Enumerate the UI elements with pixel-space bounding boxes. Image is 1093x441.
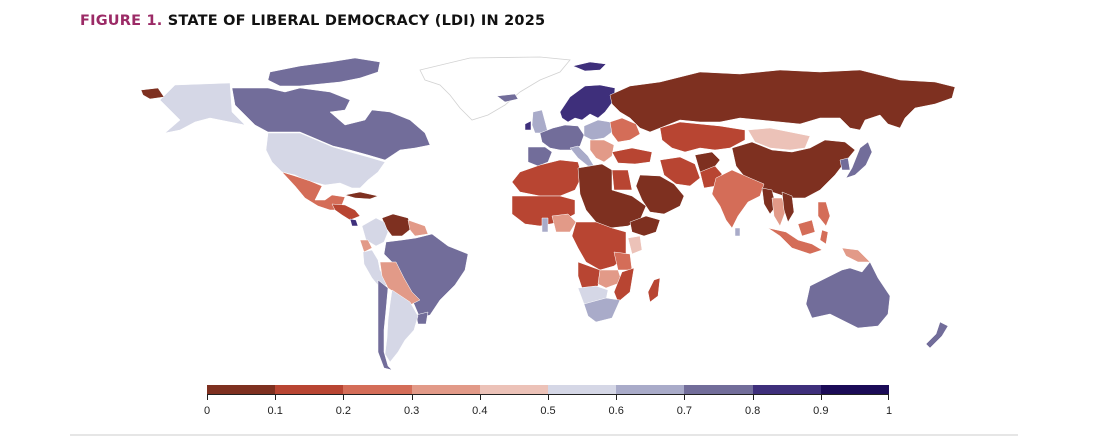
figure-title-text: STATE OF LIBERAL DEMOCRACY (LDI) IN 2025 <box>167 13 546 29</box>
legend-tick-label: 0.2 <box>335 405 352 417</box>
legend-bin-8 <box>752 385 821 394</box>
country-region <box>571 221 627 271</box>
country-region <box>761 187 777 215</box>
legend-bin-3 <box>411 385 480 394</box>
country-region <box>609 117 641 143</box>
legend-bin-6 <box>616 385 685 394</box>
legend-tick <box>820 394 822 400</box>
legend-bin-5 <box>548 385 617 394</box>
legend-tick-label: 0.6 <box>608 405 624 417</box>
country-region <box>419 56 571 121</box>
color-legend: 0 0.1 0.2 0.3 0.4 0.5 0.6 0.7 0.8 0.9 1 <box>203 385 893 425</box>
legend-bin-9 <box>820 385 890 394</box>
legend-tick-label: 0.1 <box>267 405 283 417</box>
legend-bin-0 <box>207 385 276 394</box>
country-region <box>845 141 873 179</box>
legend-tick-label: 1 <box>885 405 893 417</box>
legend-color-bins <box>207 385 890 394</box>
country-region <box>379 261 421 306</box>
country-region <box>767 219 829 255</box>
country-region <box>805 261 891 329</box>
country-region <box>511 159 583 197</box>
country-region <box>747 127 811 151</box>
bottom-divider <box>70 434 1018 436</box>
country-region <box>841 247 871 263</box>
country-region <box>629 215 661 237</box>
country-region <box>613 251 633 271</box>
country-region <box>415 311 429 325</box>
legend-tick-label: 0.3 <box>403 405 420 417</box>
legend-tick <box>888 394 889 400</box>
legend-bin-7 <box>684 385 753 394</box>
country-region <box>559 61 616 123</box>
legend-tick-label: 0.9 <box>813 405 829 417</box>
legend-tick <box>684 394 686 400</box>
country-region <box>349 218 359 227</box>
country-region <box>659 156 701 187</box>
country-region <box>734 227 741 237</box>
country-region <box>384 289 419 363</box>
country-region <box>817 201 831 227</box>
country-region <box>627 235 643 255</box>
country-region <box>281 171 346 211</box>
country-region <box>231 87 431 161</box>
country-region <box>140 87 165 100</box>
legend-tick-label: 0.7 <box>676 405 693 417</box>
country-region <box>647 277 661 303</box>
country-region <box>496 93 519 103</box>
country-region <box>925 321 949 349</box>
country-region <box>597 269 623 289</box>
country-region <box>377 279 393 371</box>
country-region <box>527 146 553 167</box>
legend-bin-4 <box>479 385 549 394</box>
country-region <box>524 120 532 131</box>
legend-tick <box>479 394 481 400</box>
country-region <box>577 163 647 229</box>
legend-tick <box>616 394 618 400</box>
country-region <box>611 147 653 165</box>
legend-tick-label: 0.5 <box>540 405 556 417</box>
country-region <box>331 203 361 221</box>
country-region <box>771 197 787 227</box>
legend-tick-label: 0.4 <box>472 405 488 417</box>
country-region <box>611 169 633 191</box>
legend-tick-label: 0.8 <box>744 405 761 417</box>
country-region <box>551 213 577 233</box>
country-region <box>583 119 613 141</box>
country-region <box>407 219 429 237</box>
country-region <box>711 169 765 229</box>
country-region <box>839 157 851 171</box>
country-region <box>781 191 795 223</box>
country-region <box>159 82 246 134</box>
legend-tick <box>275 394 277 400</box>
legend-bin-1 <box>275 385 344 394</box>
country-region <box>344 191 379 200</box>
country-region <box>583 297 621 323</box>
country-region <box>531 109 549 134</box>
legend-tick-label: 0 <box>203 405 211 417</box>
country-region <box>589 139 615 163</box>
country-region <box>359 239 373 253</box>
country-region <box>267 57 381 87</box>
country-region <box>613 267 635 303</box>
legend-tick <box>752 394 754 400</box>
figure-title: FIGURE 1. STATE OF LIBERAL DEMOCRACY (LD… <box>80 13 545 29</box>
country-region <box>541 217 549 233</box>
legend-tick <box>207 394 208 400</box>
country-region <box>635 174 685 215</box>
legend-tick <box>343 394 345 400</box>
country-region <box>609 69 956 133</box>
country-region <box>539 124 585 151</box>
legend-bin-2 <box>343 385 412 394</box>
legend-tick <box>548 394 549 400</box>
country-region <box>659 121 746 153</box>
country-region <box>265 132 386 189</box>
figure-label: FIGURE 1. <box>80 13 163 29</box>
legend-tick <box>411 394 413 400</box>
